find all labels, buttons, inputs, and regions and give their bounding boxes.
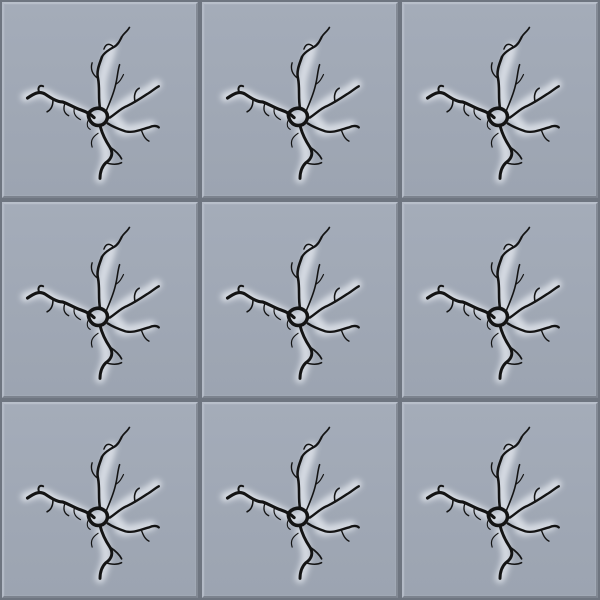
floor-tile[interactable] [2,202,198,398]
crack-icon [20,226,162,384]
crack-icon [420,26,562,184]
crack-icon [20,26,162,184]
crack-icon [20,426,162,584]
floor-tile[interactable] [402,2,598,198]
floor-tile[interactable] [202,402,398,598]
floor-tile[interactable] [402,402,598,598]
crack-icon [220,426,362,584]
crack-icon [420,426,562,584]
floor-tile[interactable] [202,2,398,198]
floor-tile[interactable] [202,202,398,398]
floor-tile[interactable] [2,402,198,598]
crack-icon [220,226,362,384]
crack-icon [420,226,562,384]
crack-icon [220,26,362,184]
floor-tile[interactable] [402,202,598,398]
floor-tile[interactable] [2,2,198,198]
